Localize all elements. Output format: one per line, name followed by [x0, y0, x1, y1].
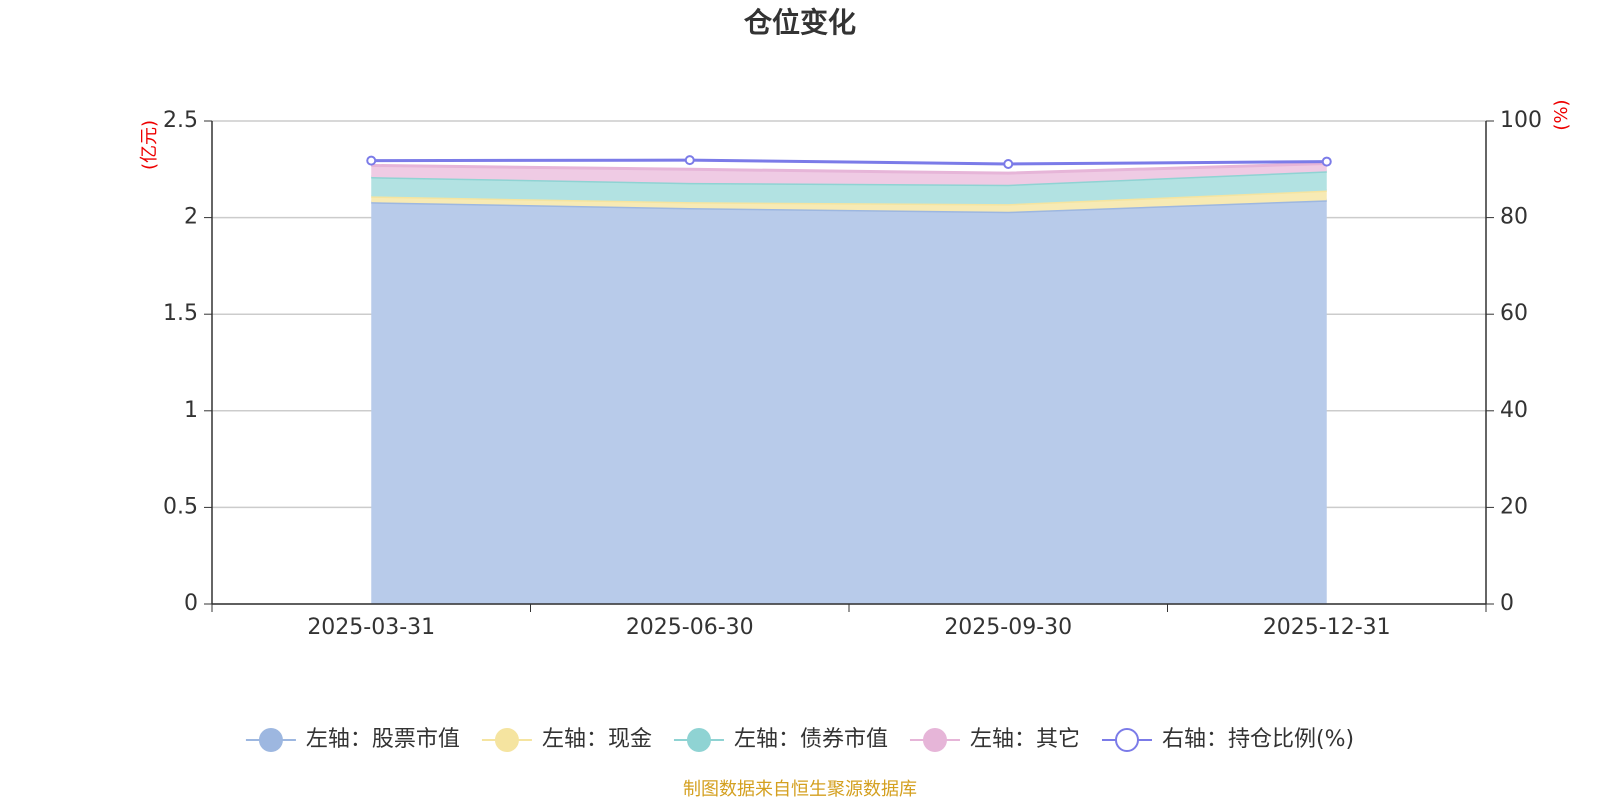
- y2-tick-label: 80: [1500, 205, 1528, 230]
- y-tick-label: 2.5: [163, 108, 198, 133]
- y-axis-label: (亿元): [139, 120, 160, 170]
- legend-symbol: [494, 728, 519, 752]
- legend-symbol: [1114, 728, 1139, 752]
- chart-title: 仓位变化: [744, 6, 856, 39]
- legend-label: 左轴：现金: [542, 727, 652, 752]
- y2-tick-label: 60: [1500, 301, 1528, 326]
- legend-item: 左轴：股票市值: [245, 727, 460, 752]
- y2-tick-label: 100: [1500, 108, 1542, 133]
- y2-tick-label: 20: [1500, 494, 1528, 519]
- ratio-line: [371, 158, 1327, 166]
- area: [371, 171, 1327, 205]
- y-tick-label: 1.5: [163, 301, 198, 326]
- legend-label: 左轴：股票市值: [306, 727, 460, 752]
- area-line: [371, 162, 1327, 175]
- source-note: 制图数据来自恒生聚源数据库: [683, 779, 917, 800]
- x-tick-label: 2025-12-31: [1263, 615, 1391, 640]
- ratio-point: [684, 155, 695, 166]
- legend-label: 右轴：持仓比例(%): [1162, 727, 1354, 752]
- y-tick-label: 1: [184, 398, 198, 423]
- x-tick-label: 2025-03-31: [307, 615, 435, 640]
- ratio-point: [366, 155, 377, 166]
- ratio-point: [1003, 158, 1014, 169]
- y-tick-label: 0: [184, 591, 198, 616]
- legend-item: 左轴：其它: [909, 727, 1080, 752]
- legend-item: 左轴：债券市值: [673, 727, 888, 752]
- x-tick-label: 2025-09-30: [944, 615, 1072, 640]
- legend-label: 左轴：债券市值: [734, 727, 888, 752]
- legend: 左轴：股票市值 左轴：现金 左轴：债券市值 左轴：其它 右轴：持仓比例(%): [245, 727, 1354, 752]
- legend-label: 左轴：其它: [970, 727, 1080, 752]
- y2-axis-label: (%): [1551, 99, 1572, 130]
- y-tick-label: 2: [184, 205, 198, 230]
- legend-symbol: [686, 728, 711, 752]
- legend-item: 左轴：现金: [481, 727, 652, 752]
- legend-item: 右轴：持仓比例(%): [1101, 727, 1354, 752]
- area: [371, 190, 1327, 212]
- ratio-point: [1321, 156, 1332, 167]
- y2-tick-label: 40: [1500, 398, 1528, 423]
- area: [371, 200, 1327, 604]
- x-tick-label: 2025-06-30: [626, 615, 754, 640]
- legend-symbol: [258, 728, 283, 752]
- y2-tick-label: 0: [1500, 591, 1514, 616]
- legend-symbol: [922, 728, 947, 752]
- y-tick-label: 0.5: [163, 494, 198, 519]
